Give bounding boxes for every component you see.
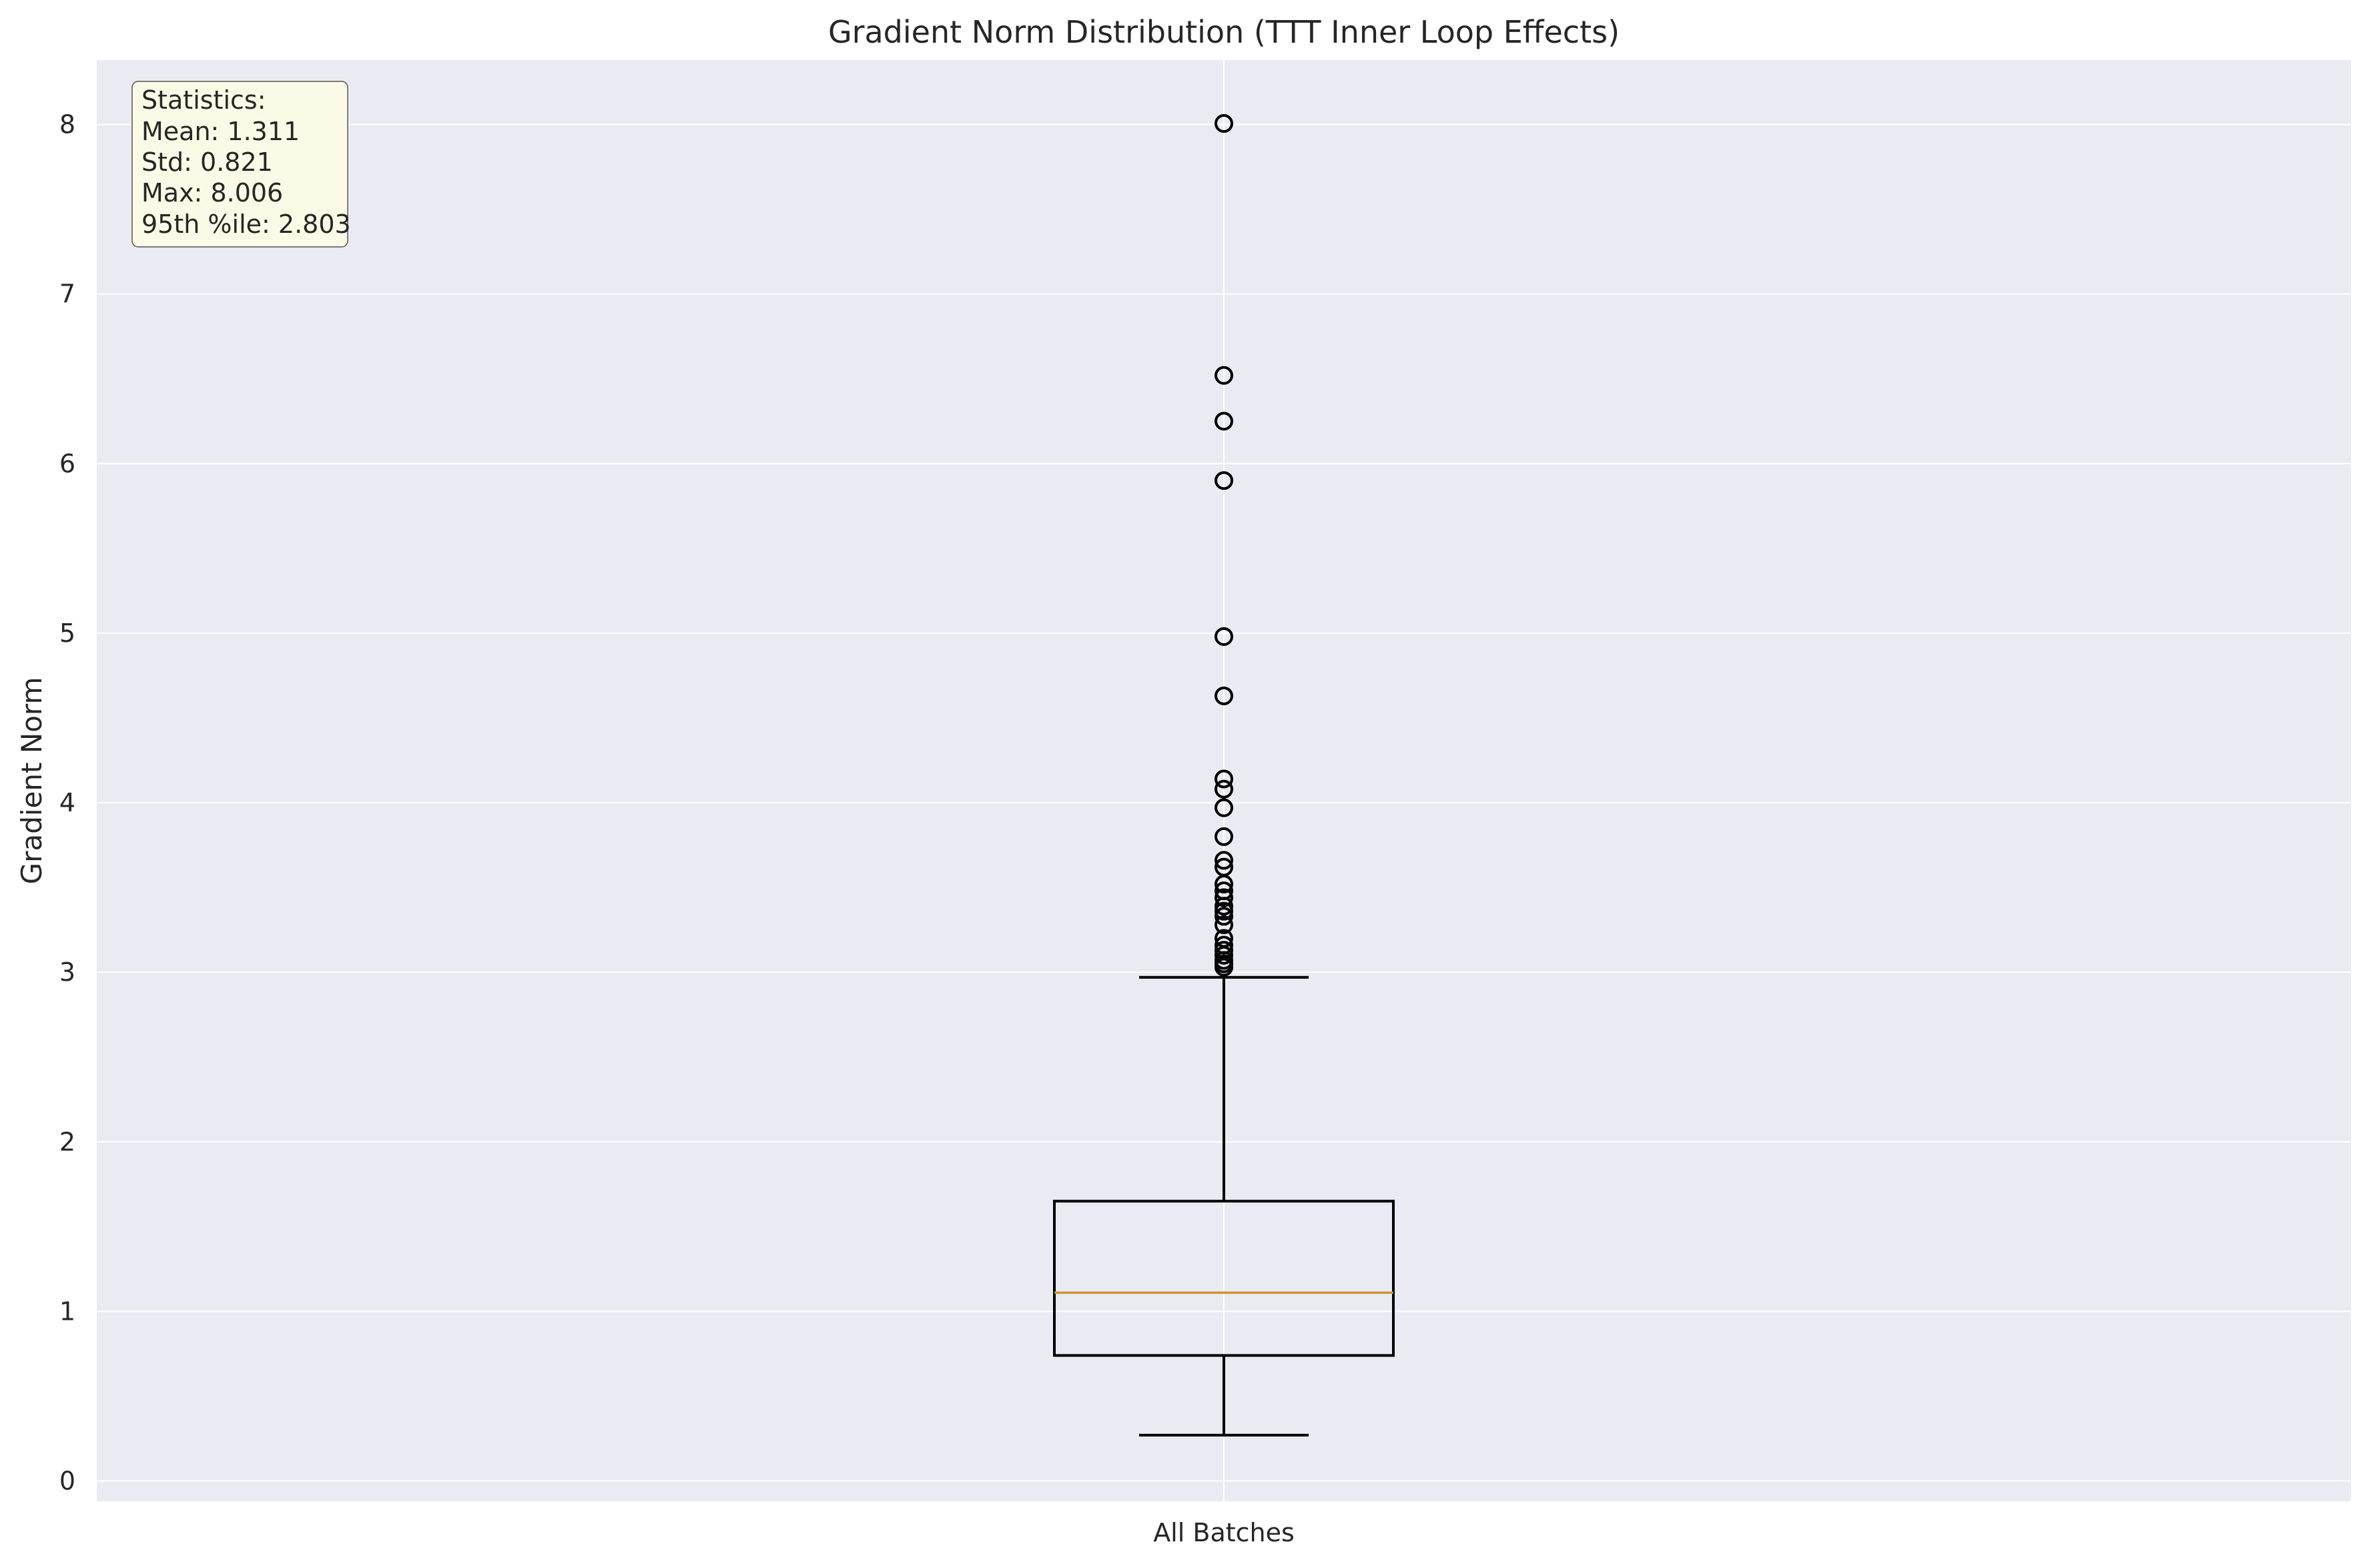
outlier-point-7 xyxy=(1215,779,1233,799)
statistics-max: Max: 8.006 xyxy=(141,178,283,208)
y-axis-ticks: 0 1 2 3 4 5 6 7 8 xyxy=(59,110,75,1496)
interquartile-box xyxy=(1053,1200,1395,1357)
outlier-point-4 xyxy=(1215,627,1233,646)
outlier-point-3 xyxy=(1215,471,1233,490)
outlier-point-16 xyxy=(1215,901,1233,921)
outlier-point-5 xyxy=(1215,686,1233,705)
y-tick-label-1: 1 xyxy=(59,1296,75,1326)
y-tick-label-0: 0 xyxy=(59,1467,75,1496)
outlier-point-12 xyxy=(1215,875,1233,894)
y-tick-label-2: 2 xyxy=(59,1127,75,1156)
outlier-point-9 xyxy=(1215,827,1233,846)
statistics-95th-percentile: 95th %ile: 2.803 xyxy=(141,210,351,239)
statistics-header: Statistics: xyxy=(141,85,266,115)
outlier-point-8 xyxy=(1215,798,1233,817)
chart-title: Gradient Norm Distribution (TTT Inner Lo… xyxy=(828,14,1620,50)
outlier-point-6 xyxy=(1215,769,1233,789)
y-tick-label-4: 4 xyxy=(59,788,75,817)
y-tick-label-6: 6 xyxy=(59,449,75,478)
outlier-points xyxy=(1215,114,1233,977)
outlier-point-2 xyxy=(1215,412,1233,431)
box-plot xyxy=(1053,975,1395,1437)
statistics-annotation: Statistics: Mean: 1.311 Std: 0.821 Max: … xyxy=(131,81,351,248)
y-tick-label-7: 7 xyxy=(59,280,75,309)
outlier-point-10 xyxy=(1215,851,1233,870)
outlier-point-1 xyxy=(1215,366,1233,385)
statistics-mean: Mean: 1.311 xyxy=(141,117,300,146)
statistics-annotation-frame xyxy=(131,81,348,248)
statistics-std: Std: 0.821 xyxy=(141,147,273,177)
outlier-point-14 xyxy=(1215,888,1233,907)
y-tick-label-3: 3 xyxy=(59,957,75,987)
x-tick-label-all-batches: All Batches xyxy=(1153,1518,1295,1547)
outlier-point-18 xyxy=(1215,915,1233,934)
y-axis-label: Gradient Norm xyxy=(15,677,48,885)
outlier-point-0 xyxy=(1215,114,1233,133)
outlier-point-17 xyxy=(1215,907,1233,926)
outlier-point-15 xyxy=(1215,897,1233,916)
y-tick-label-8: 8 xyxy=(59,110,75,139)
y-tick-label-5: 5 xyxy=(59,619,75,648)
outlier-point-22 xyxy=(1215,945,1233,965)
outlier-point-25 xyxy=(1215,957,1233,977)
